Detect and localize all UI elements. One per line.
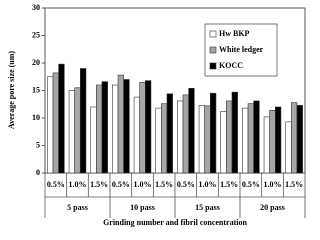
bar bbox=[242, 107, 249, 174]
x-tick-label: 1.0% bbox=[199, 180, 217, 189]
chart: Average pore size (um) Grinding number a… bbox=[7, 3, 306, 227]
group-label: 10 pass bbox=[130, 203, 155, 212]
bar bbox=[182, 94, 189, 174]
legend-label: KOCC bbox=[219, 61, 243, 70]
y-tick-label: 30 bbox=[32, 3, 40, 12]
x-tick-label: 1.0% bbox=[134, 180, 152, 189]
x-tick-label: 0.5% bbox=[47, 180, 65, 189]
bar bbox=[139, 81, 146, 174]
x-tick-label: 0.5% bbox=[112, 180, 130, 189]
y-tick-label: 15 bbox=[32, 85, 40, 94]
bar bbox=[269, 110, 276, 174]
legend-swatch bbox=[209, 30, 217, 38]
bar bbox=[220, 111, 227, 174]
x-tick-label: 1.5% bbox=[285, 180, 303, 189]
bar bbox=[296, 105, 303, 174]
bar bbox=[74, 87, 81, 174]
bar bbox=[253, 100, 260, 174]
bar bbox=[161, 103, 168, 174]
bar bbox=[68, 90, 75, 174]
bar bbox=[291, 102, 298, 174]
legend-swatch bbox=[209, 62, 217, 70]
bar bbox=[112, 84, 119, 174]
group-label: 15 pass bbox=[195, 203, 220, 212]
x-tick-label: 1.5% bbox=[220, 180, 238, 189]
bar bbox=[47, 76, 54, 174]
bar bbox=[247, 103, 254, 174]
bar bbox=[123, 79, 130, 174]
y-tick-label: 25 bbox=[32, 30, 40, 39]
y-axis-label: Average pore size (um) bbox=[7, 51, 16, 129]
y-tick-label: 5 bbox=[36, 140, 40, 149]
x-axis-label: Grinding number and fibril concentration bbox=[103, 218, 247, 227]
legend-label: Hw BKP bbox=[219, 29, 250, 38]
bar bbox=[231, 91, 238, 174]
bar bbox=[145, 80, 152, 174]
bar bbox=[275, 106, 282, 174]
x-tick-label: 1.0% bbox=[69, 180, 87, 189]
bar bbox=[166, 93, 173, 174]
group-label: 20 pass bbox=[260, 203, 285, 212]
bar bbox=[177, 100, 184, 174]
y-tick-label: 20 bbox=[32, 58, 40, 67]
bar bbox=[52, 72, 59, 174]
bar bbox=[90, 106, 97, 174]
legend-swatch bbox=[209, 46, 217, 54]
legend-box bbox=[204, 23, 278, 77]
bar bbox=[188, 88, 195, 174]
bar bbox=[58, 63, 65, 174]
x-tick-label: 1.0% bbox=[264, 180, 282, 189]
legend-label: White ledger bbox=[219, 45, 264, 54]
bar bbox=[204, 105, 211, 174]
x-tick-label: 0.5% bbox=[177, 180, 195, 189]
x-tick-label: 1.5% bbox=[155, 180, 173, 189]
bar bbox=[198, 105, 205, 174]
bar bbox=[80, 68, 87, 174]
bar bbox=[155, 107, 162, 174]
bar bbox=[133, 96, 140, 174]
bar bbox=[117, 74, 124, 174]
y-tick-label: 0 bbox=[36, 168, 40, 177]
x-tick-label: 1.5% bbox=[90, 180, 108, 189]
group-label: 5 pass bbox=[67, 203, 88, 212]
bar bbox=[210, 92, 217, 174]
bar bbox=[96, 84, 103, 174]
bar bbox=[263, 116, 270, 174]
bar bbox=[285, 121, 292, 174]
x-tick-label: 0.5% bbox=[242, 180, 260, 189]
bar bbox=[101, 81, 108, 174]
bar bbox=[226, 100, 233, 174]
y-tick-label: 10 bbox=[32, 113, 40, 122]
